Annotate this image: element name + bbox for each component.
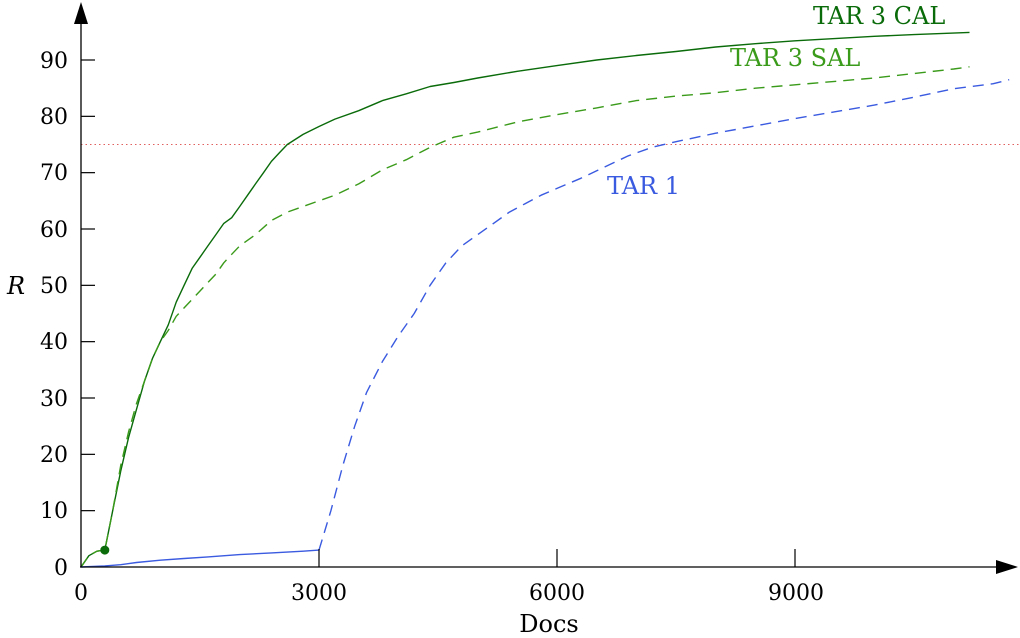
y-tick-label: 0 bbox=[54, 556, 68, 581]
y-tick-label: 20 bbox=[40, 443, 68, 468]
y-tick-label: 50 bbox=[40, 274, 68, 299]
series-line-tar-3-cal bbox=[81, 32, 970, 567]
y-tick-label: 80 bbox=[40, 105, 68, 130]
y-tick-label: 90 bbox=[40, 49, 68, 74]
tick-layer bbox=[81, 60, 795, 567]
series-line-tar-1-solid bbox=[81, 550, 319, 567]
series-line-tar-3-sal bbox=[81, 67, 970, 567]
series-label-tar1: TAR 1 bbox=[607, 172, 680, 200]
y-tick-label: 70 bbox=[40, 161, 68, 186]
x-axis-label: Docs bbox=[519, 610, 578, 638]
series-label-tar3cal: TAR 3 CAL bbox=[813, 2, 945, 30]
y-tick-label: 40 bbox=[40, 330, 68, 355]
series-label-tar3sal: TAR 3 SAL bbox=[730, 44, 860, 72]
x-tick-label: 6000 bbox=[529, 581, 585, 606]
y-axis-arrow bbox=[74, 2, 88, 24]
y-tick-label: 10 bbox=[40, 499, 68, 524]
x-tick-label: 9000 bbox=[768, 581, 824, 606]
start-marker bbox=[100, 546, 109, 555]
y-tick-label: 30 bbox=[40, 387, 68, 412]
x-tick-label: 0 bbox=[74, 581, 88, 606]
y-axis-label: R bbox=[6, 272, 25, 300]
x-tick-label: 3000 bbox=[291, 581, 347, 606]
series-line-tar-1-dashed bbox=[319, 80, 1009, 550]
y-tick-label: 60 bbox=[40, 218, 68, 243]
series-layer bbox=[81, 32, 1009, 567]
x-axis-arrow bbox=[996, 560, 1018, 574]
